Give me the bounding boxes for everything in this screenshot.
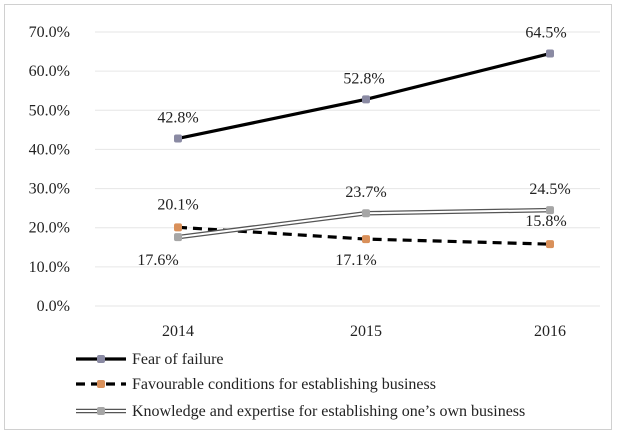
legend-label: Knowledge and expertise for establishing… — [132, 403, 525, 420]
data-label: 15.8% — [525, 213, 566, 230]
x-tick-label: 2014 — [162, 323, 194, 340]
legend-label: Fear of failure — [132, 351, 224, 368]
data-label: 23.7% — [345, 184, 386, 201]
series-point — [546, 49, 554, 58]
data-label: 24.5% — [529, 181, 570, 198]
data-label: 17.1% — [335, 252, 376, 269]
data-label: 20.1% — [157, 196, 198, 213]
series-point — [546, 240, 554, 249]
y-tick-label: 40.0% — [29, 141, 70, 158]
y-tick-label: 50.0% — [29, 102, 70, 119]
gridlines — [95, 31, 600, 307]
y-tick-label: 10.0% — [29, 259, 70, 276]
series-point — [174, 134, 182, 143]
y-tick-label: 0.0% — [37, 298, 70, 315]
y-tick-label: 70.0% — [29, 24, 70, 41]
x-tick-label: 2016 — [534, 323, 566, 340]
series-point — [174, 233, 182, 242]
series-point — [362, 235, 370, 244]
series-point — [97, 407, 105, 415]
series-point — [546, 206, 554, 215]
y-tick-label: 20.0% — [29, 220, 70, 237]
data-label: 17.6% — [137, 252, 178, 269]
legend: Fear of failure Favourable conditions for… — [76, 351, 525, 420]
data-labels-layer: 42.8% 52.8% 64.5% 20.1% 17.1% 15.8% 17.6% 23.7%… — [137, 25, 570, 270]
series-point — [362, 95, 370, 104]
x-axis-ticks: 2014 2015 2016 — [162, 323, 566, 340]
series-point — [97, 355, 105, 363]
data-label: 42.8% — [157, 109, 198, 126]
series-point — [174, 223, 182, 232]
data-label: 52.8% — [343, 70, 384, 87]
data-label: 64.5% — [525, 25, 566, 42]
x-tick-label: 2015 — [350, 323, 382, 340]
y-tick-label: 60.0% — [29, 63, 70, 80]
y-tick-label: 30.0% — [29, 181, 70, 198]
series-point — [97, 380, 105, 388]
series-layer — [174, 49, 554, 249]
legend-label: Favourable conditions for establishing b… — [132, 376, 436, 393]
y-axis-ticks: 0.0% 10.0% 20.0% 30.0% 40.0% 50.0% 60.0% 70.0% — [29, 24, 70, 315]
series-point — [362, 209, 370, 218]
